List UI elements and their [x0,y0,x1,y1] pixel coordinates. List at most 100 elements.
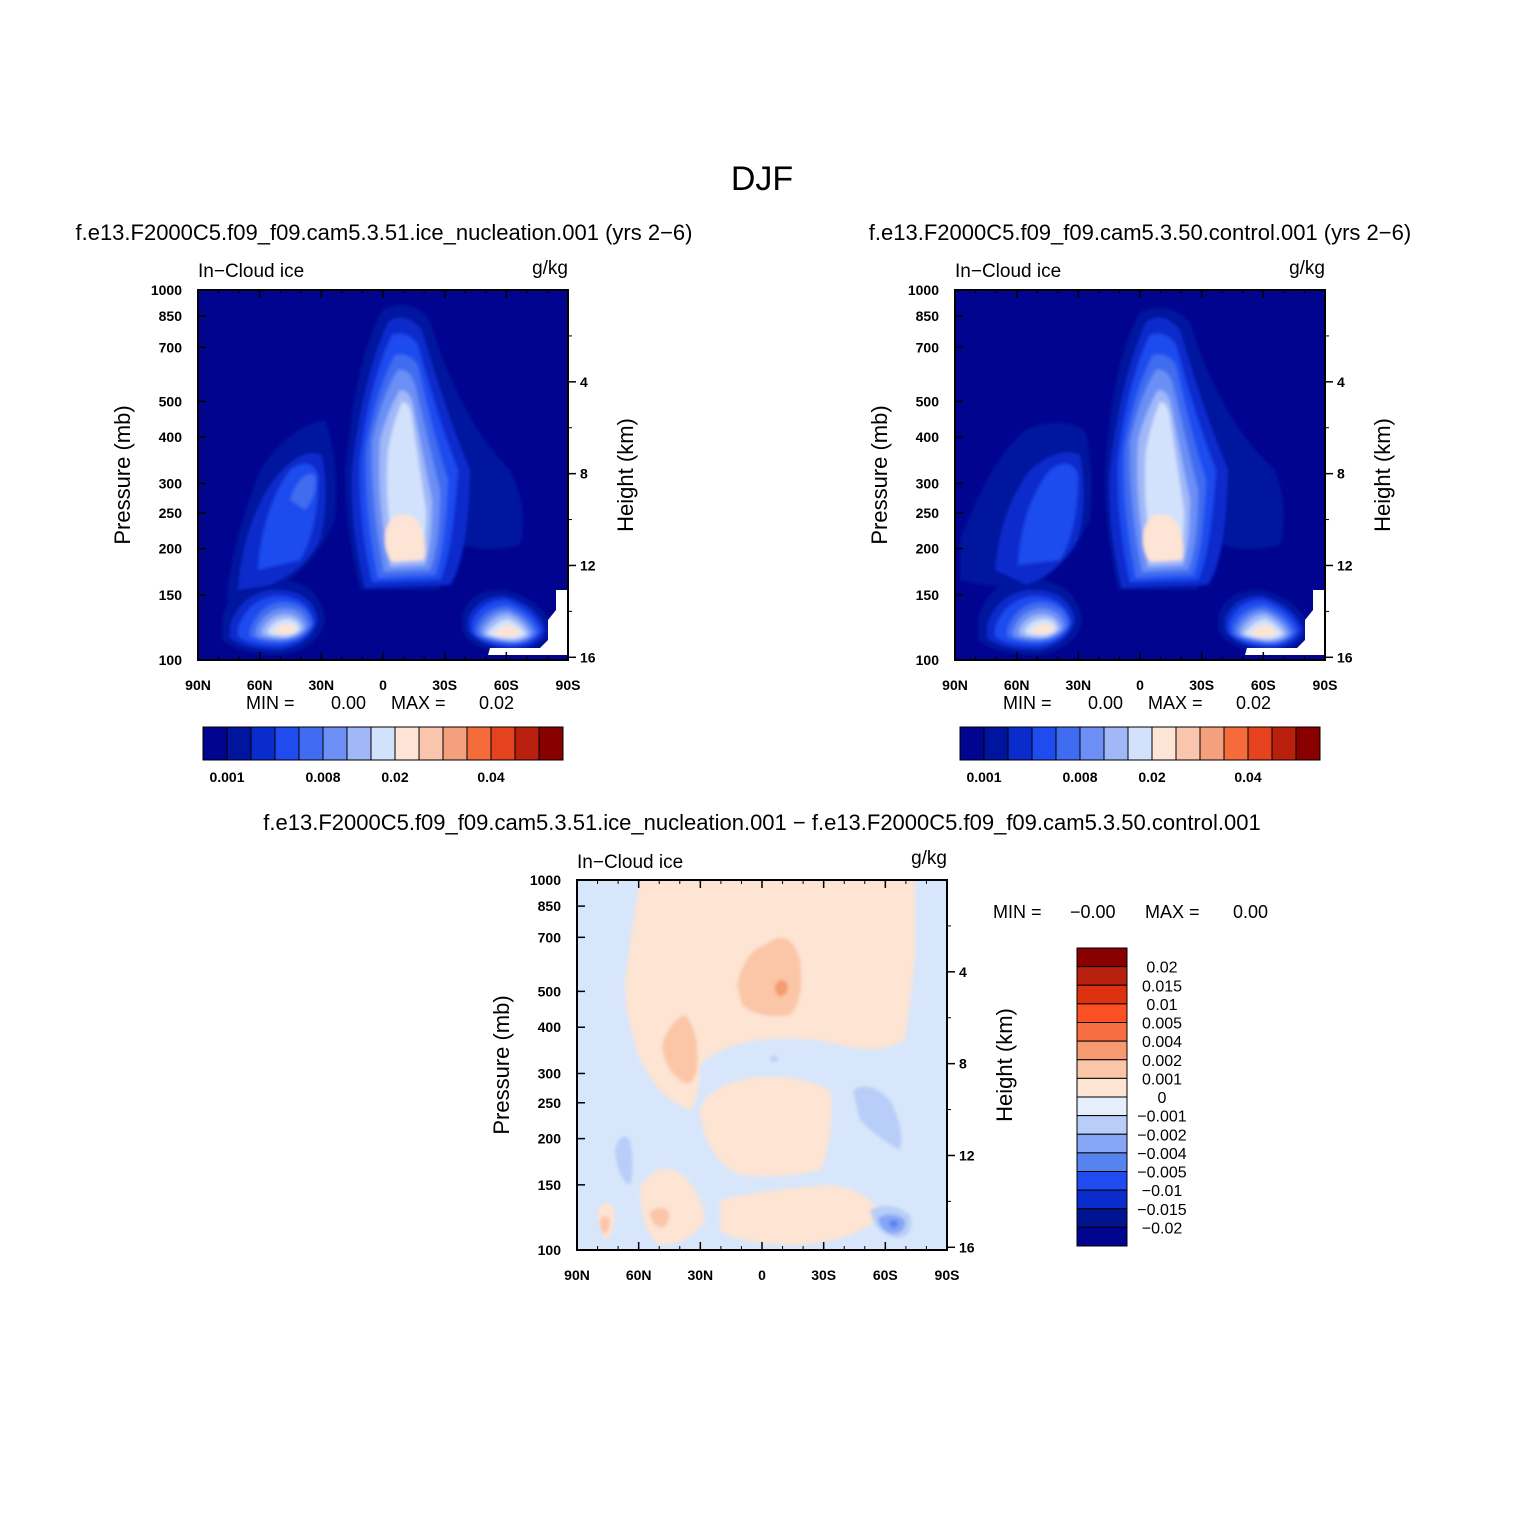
x-tick-label: 60N [247,677,273,693]
panel-difference: f.e13.F2000C5.f09_f09.cam5.3.51.ice_nucl… [263,810,1268,1283]
colorbar-box [322,726,348,761]
x-tick-label: 30N [1065,677,1091,693]
max-label: MAX = [1145,902,1200,922]
x-tick-label: 60S [494,677,519,693]
colorbar-box [1223,726,1249,761]
field-label: In−Cloud ice [577,852,683,873]
y2-tick-label: 8 [1337,466,1345,482]
colorbar: 0.001 0.008 0.02 0.04 [202,726,564,785]
y2-tick-label: 16 [1337,649,1353,665]
y2-axis-label: Height (km) [613,418,638,532]
x-tick-label: 90N [564,1267,590,1283]
y-tick-label: 700 [538,929,562,945]
field-label: In−Cloud ice [955,261,1061,282]
max-value: 0.02 [479,693,514,713]
y-tick-label: 400 [916,429,940,445]
y-tick-label: 100 [916,652,940,668]
colorbar-box [442,726,468,761]
units-label: g/kg [532,258,568,279]
y2-tick-label: 8 [580,466,588,482]
colorbar-box [298,726,324,761]
colorbar-box [1076,1208,1128,1228]
panel-title: f.e13.F2000C5.f09_f09.cam5.3.51.ice_nucl… [263,810,1260,835]
y-tick-label: 200 [159,541,183,557]
y-tick-label: 200 [916,541,940,557]
y-tick-label: 400 [538,1019,562,1035]
x-axis: 90N 60N 30N 0 30S 60S 90S [185,290,580,693]
y2-tick-label: 4 [580,374,588,390]
colorbar-box [1076,1152,1128,1172]
colorbar-box [1199,726,1225,761]
colorbar-box [1076,1059,1128,1079]
y-tick-label: 400 [159,429,183,445]
y2-axis-label: Height (km) [1370,418,1395,532]
x-tick-label: 0 [1136,677,1144,693]
y2-tick-label: 8 [959,1056,967,1072]
units-label: g/kg [1289,258,1325,279]
colorbar-box [538,726,564,761]
x-tick-label: 30S [1189,677,1214,693]
colorbar-box [1076,1003,1128,1023]
colorbar-label: −0.015 [1137,1202,1186,1219]
y2-axis: 4 8 12 16 [947,925,975,1255]
y-tick-label: 500 [538,983,562,999]
y-tick-label: 850 [916,308,940,324]
colorbar-box [250,726,276,761]
y-tick-label: 1000 [151,282,182,298]
field-label: In−Cloud ice [198,261,304,282]
colorbar-box [1127,726,1153,761]
y-tick-label: 250 [159,505,183,521]
x-tick-label: 30S [432,677,457,693]
colorbar-box [1076,1022,1128,1042]
colorbar-box [1076,1077,1128,1098]
y2-tick-label: 4 [1337,374,1345,390]
x-tick-label: 30N [308,677,334,693]
y-axis-label: Pressure (mb) [110,405,135,544]
min-label: MIN = [246,693,295,713]
y-tick-label: 300 [538,1065,562,1081]
y-axis-label: Pressure (mb) [489,995,514,1134]
y-tick-label: 850 [538,898,562,914]
min-value: 0.00 [331,693,366,713]
colorbar-label: 0.001 [209,769,244,785]
y2-axis: 4 8 12 16 [568,335,596,665]
max-label: MAX = [391,693,446,713]
x-tick-label: 60S [873,1267,898,1283]
max-value: 0.02 [1236,693,1271,713]
max-label: MAX = [1148,693,1203,713]
figure-title: DJF [731,160,793,198]
min-value: −0.00 [1070,902,1116,922]
y-tick-label: 150 [538,1177,562,1193]
contour-field [955,290,1325,660]
y-tick-label: 850 [159,308,183,324]
colorbar-box [983,726,1009,761]
x-axis: 90N 60N 30N 0 30S 60S 90S [942,290,1337,693]
x-tick-label: 30N [687,1267,713,1283]
y2-tick-label: 12 [580,557,596,573]
contour-field [198,290,568,660]
colorbar-box [466,726,492,761]
y-tick-label: 700 [916,339,940,355]
y2-axis: 4 8 12 16 [1325,335,1353,665]
colorbar-label: 0.005 [1142,1016,1182,1033]
colorbar-box [1175,726,1201,761]
colorbar-label: 0.04 [1234,769,1261,785]
colorbar-box [1031,726,1057,761]
y-axis-label: Pressure (mb) [867,405,892,544]
x-tick-label: 90S [935,1267,960,1283]
x-tick-label: 0 [758,1267,766,1283]
y2-tick-label: 12 [959,1147,975,1163]
y2-axis-label: Height (km) [992,1008,1017,1122]
colorbar-box [514,726,540,761]
colorbar-box [1103,726,1129,761]
colorbar-box [370,726,396,761]
x-tick-label: 0 [379,677,387,693]
y-tick-label: 100 [538,1242,562,1258]
y-tick-label: 700 [159,339,183,355]
colorbar-box [1076,1226,1128,1247]
units-label: g/kg [911,848,947,869]
x-tick-label: 60N [1004,677,1030,693]
colorbar-box [418,726,444,761]
